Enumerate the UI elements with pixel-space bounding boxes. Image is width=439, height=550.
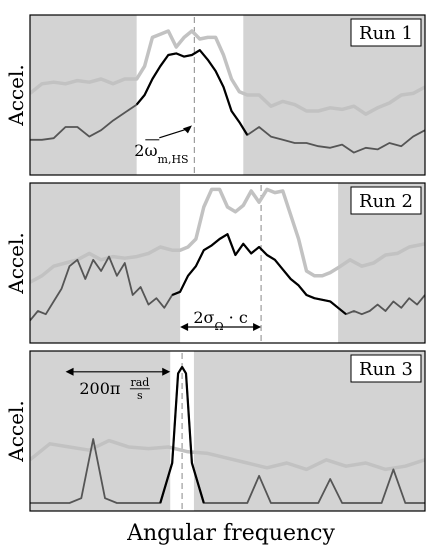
- reference-curve: [30, 438, 425, 472]
- shaded-region-left: [30, 351, 171, 511]
- run-title: Run 2: [359, 191, 413, 212]
- y-axis-label: Accel.: [4, 400, 28, 462]
- run-title: Run 3: [359, 359, 413, 380]
- panel-frame: [29, 350, 426, 512]
- x-axis-label: Angular frequency: [126, 521, 335, 546]
- annotation-label: 200π: [79, 379, 120, 398]
- annotation-fraction-denominator: s: [137, 389, 143, 402]
- run-title: Run 1: [359, 23, 413, 44]
- series-group: [30, 187, 425, 322]
- annotation-fraction-numerator: rad: [130, 376, 149, 389]
- annotation-arrowhead: [182, 125, 192, 134]
- chart-panel-2: Run 2 Accel. 2σΩ · c: [4, 182, 426, 344]
- annotation-label: 2σΩ · c: [193, 308, 247, 333]
- annotation-label: 2ωm,HS: [134, 141, 188, 166]
- y-axis-label: Accel.: [4, 64, 28, 126]
- panel-frame: [29, 182, 426, 344]
- series-group: [30, 29, 425, 154]
- measured-curve-inside: [135, 49, 249, 136]
- run-title-box: [350, 354, 422, 383]
- series-group: [30, 365, 425, 504]
- dimension-arrowhead-left: [65, 367, 74, 376]
- dimension-arrowhead-left: [180, 323, 189, 331]
- dimension-arrowhead-right: [162, 367, 171, 376]
- measured-curve-inside: [159, 365, 205, 504]
- annotation-arrow: [159, 127, 190, 139]
- reference-curve: [30, 29, 425, 116]
- shaded-region-left: [30, 15, 137, 175]
- run-title-box: [350, 186, 422, 215]
- measured-curve-inside: [171, 233, 347, 316]
- y-axis-label: Accel.: [4, 232, 28, 294]
- chart-panel-1: Run 1 Accel. 2ωm,HS: [4, 14, 426, 176]
- panel-frame: [29, 14, 426, 176]
- dimension-arrowhead-right: [253, 323, 262, 331]
- run-title-box: [350, 18, 422, 47]
